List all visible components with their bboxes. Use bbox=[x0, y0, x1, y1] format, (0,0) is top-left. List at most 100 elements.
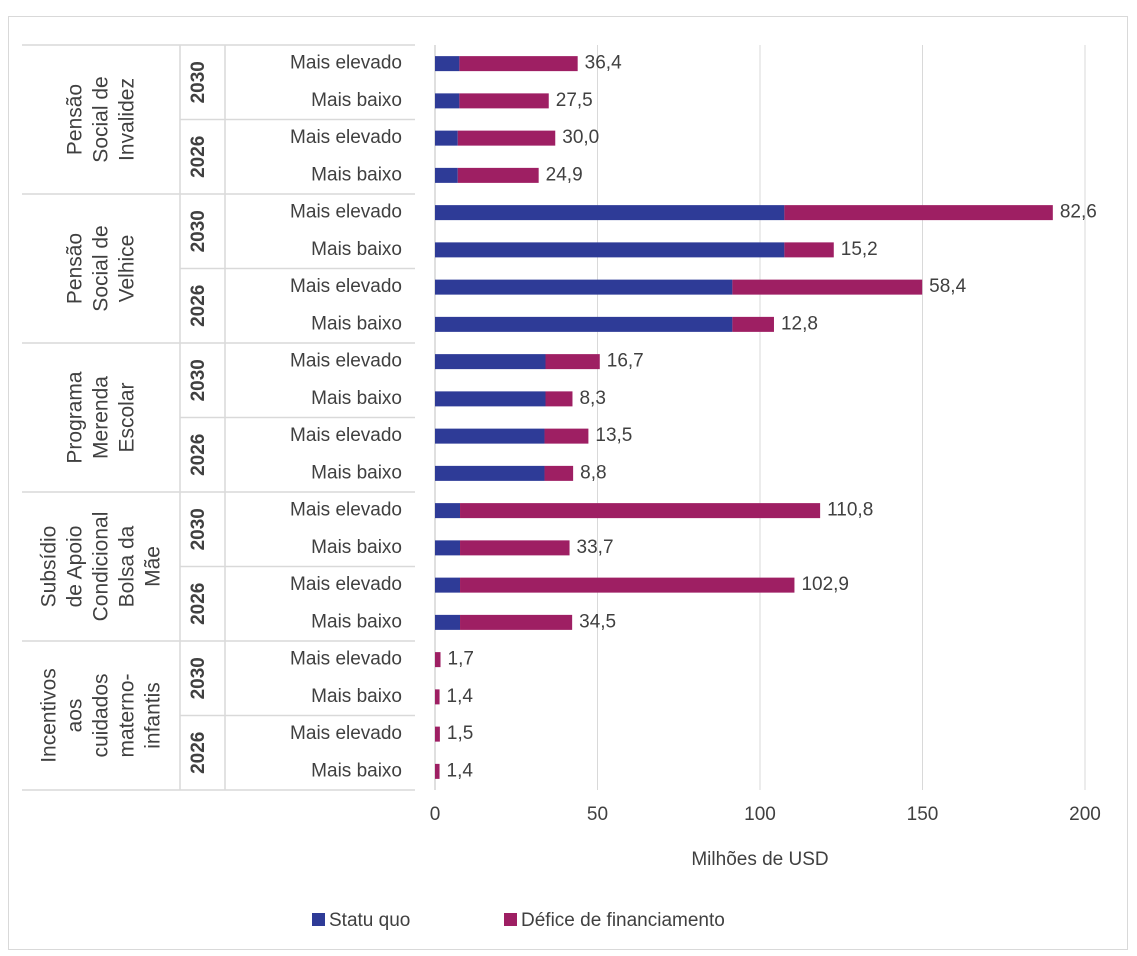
row-label: Mais baixo bbox=[311, 537, 402, 558]
chart-frame bbox=[8, 16, 1128, 950]
group-label: Condicional bbox=[90, 512, 113, 622]
bar-deficit bbox=[545, 354, 600, 370]
bar-deficit bbox=[460, 503, 821, 519]
group-label: Escolar bbox=[116, 382, 139, 452]
group-label: Mãe bbox=[142, 546, 165, 587]
bar-statu-quo bbox=[435, 391, 546, 407]
data-label: 13,5 bbox=[595, 425, 632, 446]
year-label: 2026 bbox=[188, 285, 209, 327]
bar-statu-quo bbox=[435, 93, 460, 109]
legend-swatch bbox=[504, 913, 517, 926]
data-label: 30,0 bbox=[562, 127, 599, 148]
bar-statu-quo bbox=[435, 503, 461, 519]
data-label: 16,7 bbox=[607, 351, 644, 372]
bar-statu-quo bbox=[435, 354, 546, 370]
data-label: 24,9 bbox=[546, 164, 583, 185]
bar-deficit bbox=[459, 93, 549, 109]
bar-deficit bbox=[457, 167, 539, 183]
x-tick-label: 50 bbox=[587, 804, 608, 825]
row-label: Mais elevado bbox=[290, 649, 402, 670]
bar-deficit bbox=[544, 428, 589, 444]
data-label: 34,5 bbox=[579, 611, 616, 632]
group-label: Velhice bbox=[116, 235, 139, 303]
group-label: Bolsa da bbox=[116, 525, 139, 607]
data-label: 82,6 bbox=[1060, 202, 1097, 223]
data-label: 36,4 bbox=[585, 53, 622, 74]
group-label: aos bbox=[64, 699, 87, 733]
row-label: Mais baixo bbox=[311, 686, 402, 707]
data-label: 102,9 bbox=[801, 574, 849, 595]
row-label: Mais elevado bbox=[290, 351, 402, 372]
group-label: Social de bbox=[90, 76, 113, 162]
year-label: 2026 bbox=[188, 434, 209, 476]
bar-deficit bbox=[459, 56, 578, 72]
bar-deficit bbox=[544, 465, 574, 481]
year-label: 2030 bbox=[188, 508, 209, 550]
year-label: 2030 bbox=[188, 657, 209, 699]
bar-deficit bbox=[460, 614, 573, 630]
row-label: Mais baixo bbox=[311, 313, 402, 334]
bar-statu-quo bbox=[435, 428, 545, 444]
bar-deficit bbox=[460, 577, 795, 593]
data-label: 1,4 bbox=[447, 760, 474, 781]
group-label: Pensão bbox=[64, 233, 87, 304]
year-label: 2026 bbox=[188, 732, 209, 774]
bar-deficit bbox=[732, 279, 923, 295]
row-label: Mais elevado bbox=[290, 276, 402, 297]
data-label: 12,8 bbox=[781, 313, 818, 334]
bar-statu-quo bbox=[435, 465, 545, 481]
group-label: Subsídio bbox=[38, 526, 61, 608]
data-label: 1,7 bbox=[448, 649, 474, 670]
group-label: Programa bbox=[64, 371, 87, 464]
bar-statu-quo bbox=[435, 205, 785, 221]
row-label: Mais elevado bbox=[290, 500, 402, 521]
legend-label: Statu quo bbox=[329, 910, 410, 931]
year-label: 2026 bbox=[188, 136, 209, 178]
row-label: Mais baixo bbox=[311, 90, 402, 111]
x-tick-label: 200 bbox=[1069, 804, 1101, 825]
bar-statu-quo bbox=[435, 614, 461, 630]
year-label: 2030 bbox=[188, 210, 209, 252]
bar-deficit bbox=[545, 391, 573, 407]
bar-statu-quo bbox=[435, 540, 461, 556]
data-label: 33,7 bbox=[577, 537, 614, 558]
data-label: 8,3 bbox=[579, 388, 605, 409]
bar-statu-quo bbox=[435, 279, 733, 295]
year-label: 2030 bbox=[188, 61, 209, 103]
bar-deficit bbox=[784, 242, 834, 258]
bar-statu-quo bbox=[435, 56, 460, 72]
row-label: Mais elevado bbox=[290, 53, 402, 74]
group-label: Social de bbox=[90, 225, 113, 311]
bar-deficit bbox=[435, 652, 441, 668]
group-label: infantis bbox=[142, 682, 165, 749]
data-label: 110,8 bbox=[827, 500, 873, 521]
row-label: Mais baixo bbox=[311, 388, 402, 409]
data-label: 58,4 bbox=[929, 276, 966, 297]
bar-statu-quo bbox=[435, 130, 458, 146]
row-label: Mais elevado bbox=[290, 425, 402, 446]
row-label: Mais elevado bbox=[290, 723, 402, 744]
bar-statu-quo bbox=[435, 242, 785, 258]
group-label: Merenda bbox=[90, 376, 113, 459]
bar-deficit bbox=[435, 763, 440, 779]
group-label: de Apoio bbox=[64, 526, 87, 608]
data-label: 1,4 bbox=[447, 686, 474, 707]
row-label: Mais baixo bbox=[311, 462, 402, 483]
bar-deficit bbox=[435, 689, 440, 705]
bar-deficit bbox=[460, 540, 570, 556]
data-label: 1,5 bbox=[447, 723, 473, 744]
bar-statu-quo bbox=[435, 167, 458, 183]
row-label: Mais elevado bbox=[290, 202, 402, 223]
x-tick-label: 0 bbox=[430, 804, 441, 825]
group-label: Incentivos bbox=[38, 668, 61, 763]
group-label: materno- bbox=[116, 673, 139, 757]
x-tick-label: 150 bbox=[907, 804, 939, 825]
x-tick-label: 100 bbox=[744, 804, 776, 825]
bar-deficit bbox=[435, 726, 440, 742]
legend-swatch bbox=[312, 913, 325, 926]
group-label: cuidados bbox=[90, 673, 113, 757]
bar-statu-quo bbox=[435, 316, 733, 332]
x-axis-title: Milhões de USD bbox=[691, 849, 828, 870]
data-label: 15,2 bbox=[841, 239, 878, 260]
